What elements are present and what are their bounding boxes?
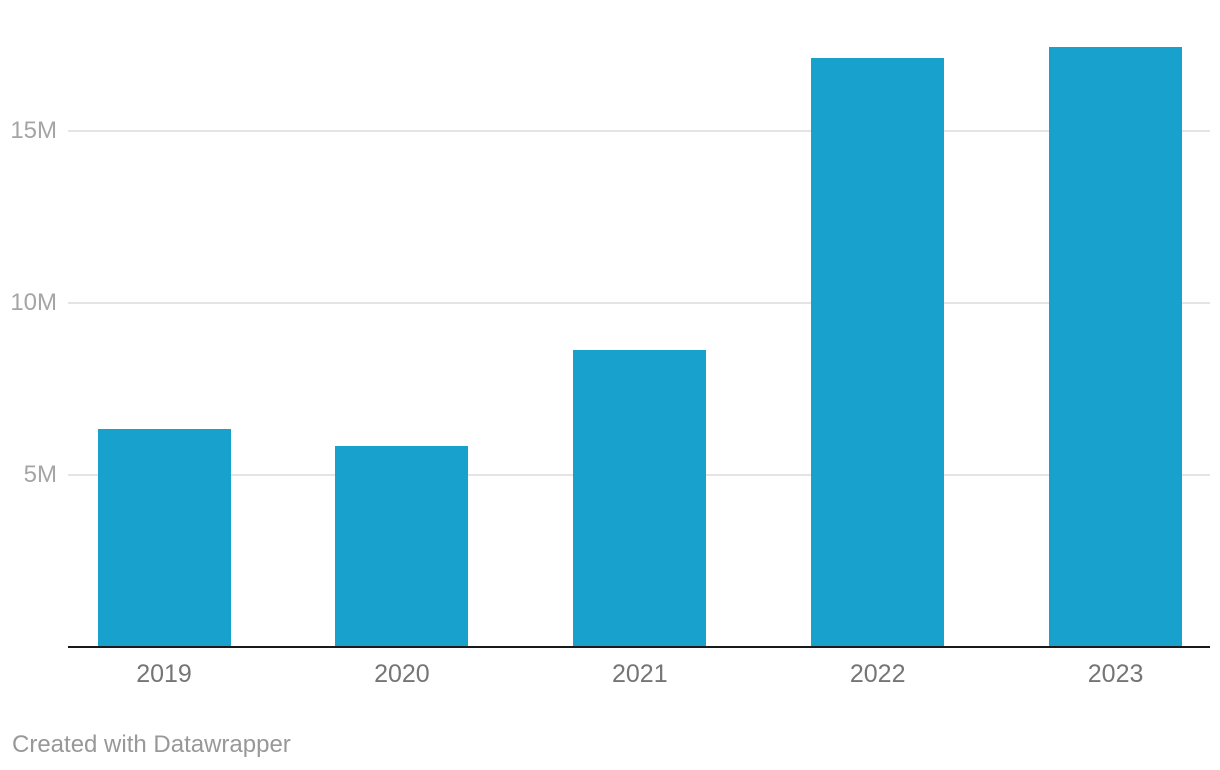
ytick-label: 5M [23, 461, 57, 488]
bar-2022 [811, 57, 945, 646]
bar-2021 [573, 350, 707, 646]
xtick-label-2023: 2023 [1087, 660, 1144, 688]
attribution: Created with Datawrapper [12, 731, 291, 758]
xtick-label-2019: 2019 [136, 660, 192, 688]
gridline-10M [68, 302, 1210, 304]
x-axis-line [68, 646, 1210, 648]
xtick-label-2021: 2021 [611, 660, 668, 688]
xtick-label-2020: 2020 [374, 660, 430, 688]
bar-2020 [335, 446, 469, 646]
xtick-label-2022: 2022 [849, 660, 906, 688]
gridline-15M [68, 130, 1210, 132]
bar-2019 [97, 429, 231, 646]
ytick-label: 15M [10, 117, 57, 144]
bar-2023 [1049, 47, 1183, 646]
ytick-label: 10M [10, 289, 57, 316]
